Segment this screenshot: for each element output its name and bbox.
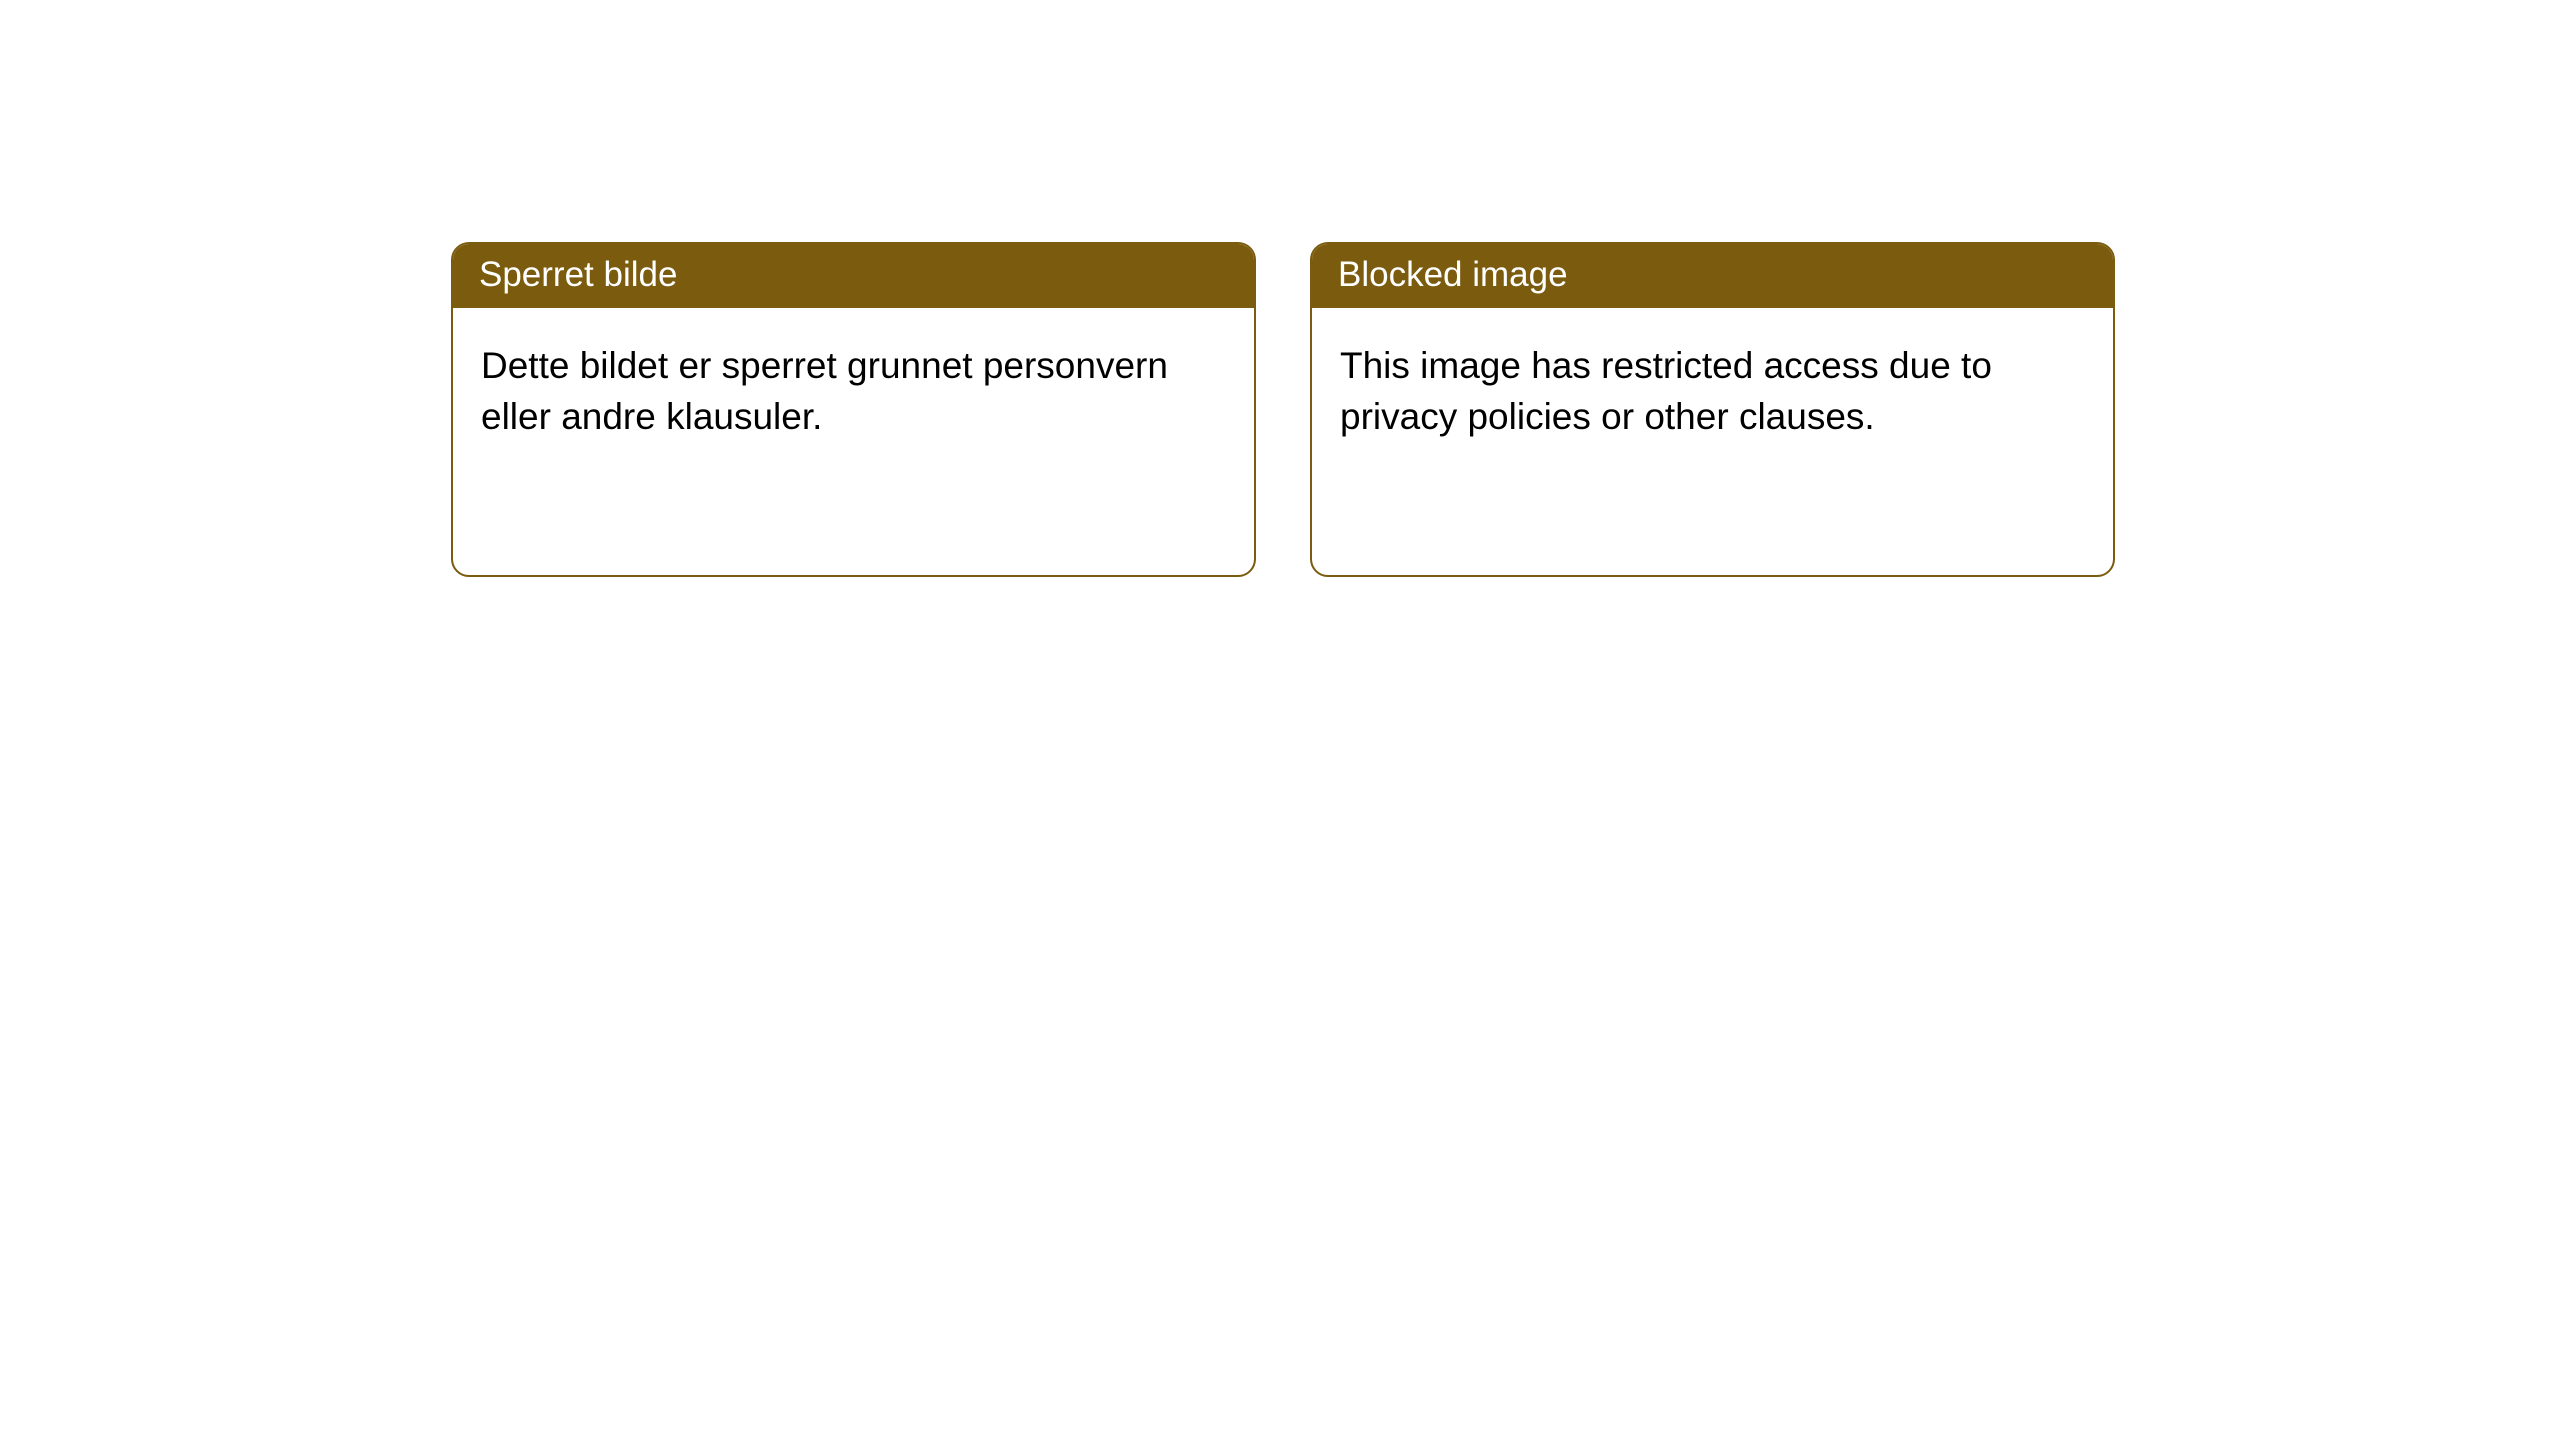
- card-body: This image has restricted access due to …: [1312, 308, 2113, 474]
- notice-card-norwegian: Sperret bilde Dette bildet er sperret gr…: [451, 242, 1256, 577]
- card-header: Sperret bilde: [453, 244, 1254, 308]
- card-body-text: Dette bildet er sperret grunnet personve…: [481, 345, 1168, 437]
- card-header: Blocked image: [1312, 244, 2113, 308]
- card-body-text: This image has restricted access due to …: [1340, 345, 1992, 437]
- notice-card-english: Blocked image This image has restricted …: [1310, 242, 2115, 577]
- notice-container: Sperret bilde Dette bildet er sperret gr…: [0, 0, 2560, 577]
- card-body: Dette bildet er sperret grunnet personve…: [453, 308, 1254, 474]
- card-title: Sperret bilde: [479, 255, 677, 294]
- card-title: Blocked image: [1338, 255, 1568, 294]
